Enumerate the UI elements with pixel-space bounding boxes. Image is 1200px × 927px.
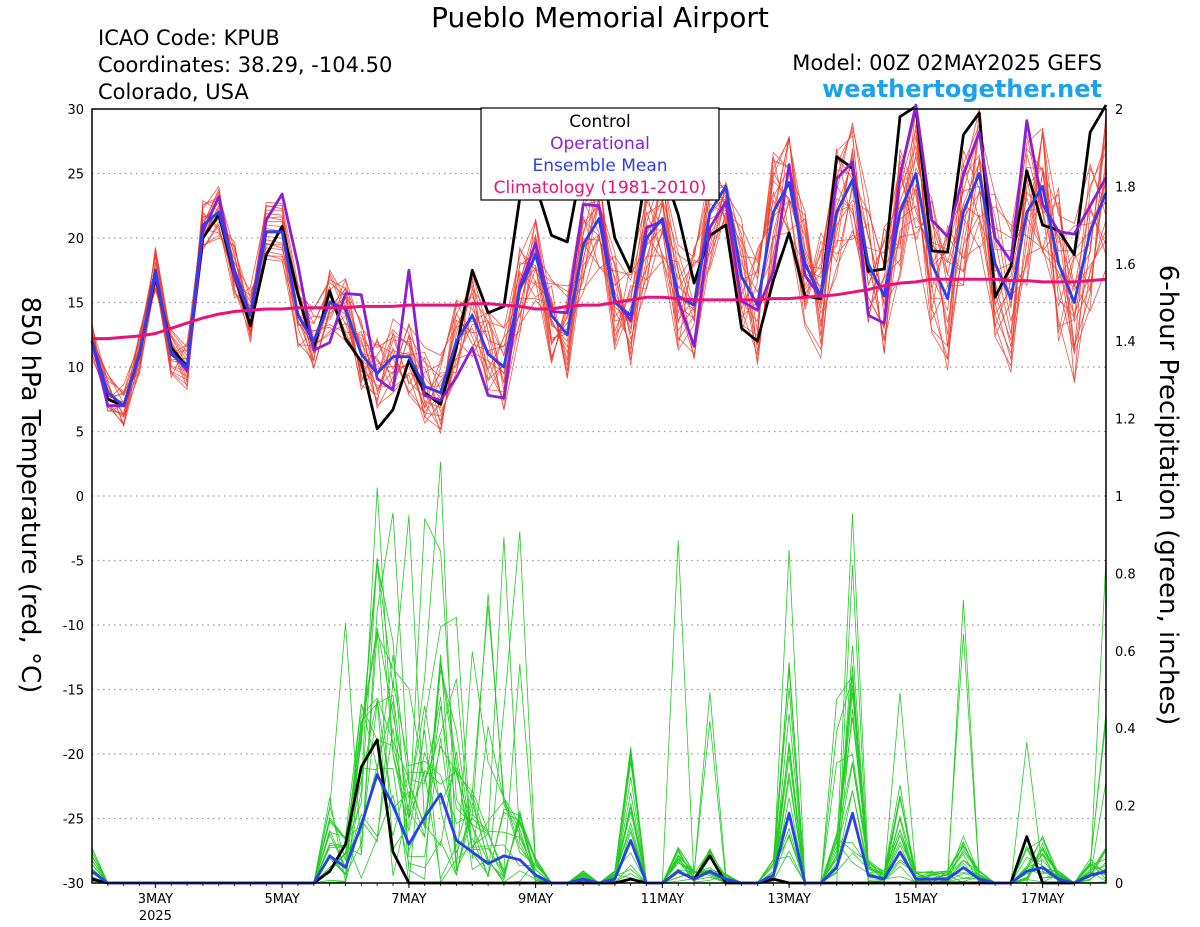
y-tick-right-label: 2	[1115, 103, 1123, 118]
y-tick-left-label: 5	[76, 426, 84, 441]
legend-entry: Control	[569, 112, 630, 132]
temperature-climatology-line	[92, 277, 1107, 341]
y-tick-right-label: 1.8	[1115, 180, 1136, 195]
x-tick-label: 3MAY	[138, 892, 173, 907]
y-tick-right-label: 1	[1115, 490, 1123, 505]
y-tick-left-label: -25	[63, 813, 84, 828]
y-tick-left-label: 20	[67, 232, 84, 247]
y-tick-left-label: 25	[67, 168, 84, 183]
precip-member-line	[91, 593, 1107, 884]
y-tick-right-label: 1.6	[1115, 258, 1136, 273]
x-tick-sublabel: 2025	[139, 909, 172, 924]
x-tick-label: 17MAY	[1021, 892, 1065, 907]
precip-member-line	[91, 559, 1107, 884]
precip-member-line	[91, 564, 1107, 884]
x-tick-label: 9MAY	[518, 892, 553, 907]
precip-member-line	[91, 627, 1107, 884]
precip-member-line	[91, 515, 1107, 884]
y-tick-left-label: 10	[67, 361, 84, 376]
y-tick-left-label: -5	[71, 555, 84, 570]
legend-box	[480, 107, 720, 201]
precip-member-line	[91, 632, 1107, 884]
model-run-label: Model: 00Z 02MAY2025 GEFS	[792, 51, 1102, 75]
precip-member-line	[91, 518, 1107, 884]
x-tick-label: 13MAY	[767, 892, 811, 907]
y-tick-left-label: -15	[63, 684, 84, 699]
y-tick-left-label: -20	[63, 748, 84, 763]
precip-member-line	[91, 557, 1107, 884]
precip-member-line	[91, 540, 1107, 884]
y-tick-left-label: 15	[67, 297, 84, 312]
chart-title: Pueblo Memorial Airport	[431, 1, 769, 34]
y-tick-right-label: 0.4	[1115, 722, 1136, 737]
y-tick-left-label: 30	[67, 103, 84, 118]
x-tick-label: 5MAY	[264, 892, 299, 907]
precip-member-line	[91, 616, 1107, 884]
precip-member-line	[91, 487, 1107, 884]
y-tick-right-label: 1.2	[1115, 413, 1136, 428]
x-tick-label: 11MAY	[641, 892, 685, 907]
icao-code: ICAO Code: KPUB	[98, 26, 280, 50]
precip-member-line	[91, 513, 1107, 884]
legend-entry: Climatology (1981-2010)	[494, 178, 707, 198]
y-tick-left-label: 0	[76, 490, 84, 505]
precip-member-line	[91, 549, 1107, 884]
y-tick-left-label: -30	[63, 877, 84, 892]
precip-member-line	[91, 461, 1107, 884]
y-tick-right-label: 0.8	[1115, 567, 1136, 582]
y-tick-right-label: 0.6	[1115, 645, 1136, 660]
legend-entry: Ensemble Mean	[532, 156, 667, 176]
y-tick-right-label: 1.4	[1115, 335, 1136, 350]
y-tick-left-label: -10	[63, 619, 84, 634]
y-tick-right-label: 0.2	[1115, 800, 1136, 815]
temperature-ensemble-mean-line	[90, 172, 1108, 408]
site-link[interactable]: weathertogether.net	[822, 75, 1102, 103]
legend-entry: Operational	[550, 134, 650, 154]
region-label: Colorado, USA	[98, 80, 249, 104]
precip-member-line	[91, 563, 1107, 884]
y-tick-right-label: 0	[1115, 877, 1123, 892]
precip-ensemble-members	[91, 461, 1107, 884]
precip-member-line	[91, 512, 1107, 884]
temperature-operational-line	[90, 103, 1108, 408]
coordinates: Coordinates: 38.29, -104.50	[98, 53, 393, 77]
x-tick-label: 15MAY	[894, 892, 938, 907]
x-tick-label: 7MAY	[391, 892, 426, 907]
precip-member-line	[91, 687, 1107, 884]
